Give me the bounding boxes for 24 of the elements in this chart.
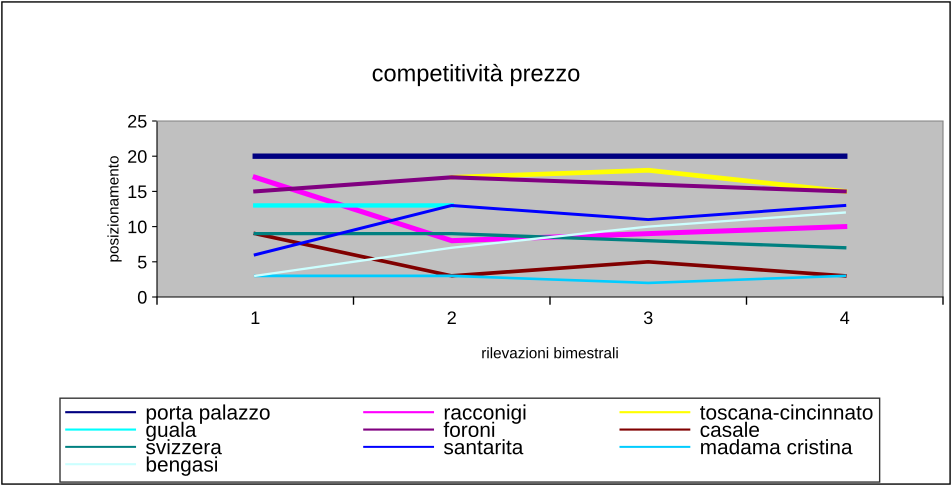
legend-label: foroni	[444, 422, 494, 438]
legend-label: toscana-cincinnato	[700, 404, 873, 420]
legend-label: porta palazzo	[146, 404, 270, 424]
legend-label: madama cristina	[701, 439, 853, 454]
x-tick-label: 1	[252, 312, 260, 324]
chart-title: competitività prezzo	[372, 64, 580, 86]
legend-label: casale	[700, 422, 759, 438]
legend-label: bengasi	[146, 456, 217, 476]
y-tick-label: 20	[128, 150, 147, 163]
x-tick-label: 4	[840, 312, 850, 324]
legend-label: racconigi	[444, 404, 526, 424]
y-tick-label: 0	[138, 290, 147, 304]
x-tick-label: 2	[448, 311, 456, 324]
legend-label: santarita	[444, 439, 524, 454]
y-tick-label: 15	[128, 186, 147, 198]
legend-label: guala	[146, 422, 196, 442]
y-axis-title: posizionamento	[107, 156, 122, 262]
x-tick-label: 3	[644, 311, 652, 324]
x-axis-title: rilevazioni bimestrali	[482, 347, 618, 358]
y-tick-label: 5	[138, 256, 147, 269]
y-tick-label: 10	[128, 220, 147, 234]
legend-label: svizzera	[146, 439, 222, 454]
y-tick-label: 25	[128, 114, 147, 128]
line-series	[254, 211, 846, 278]
